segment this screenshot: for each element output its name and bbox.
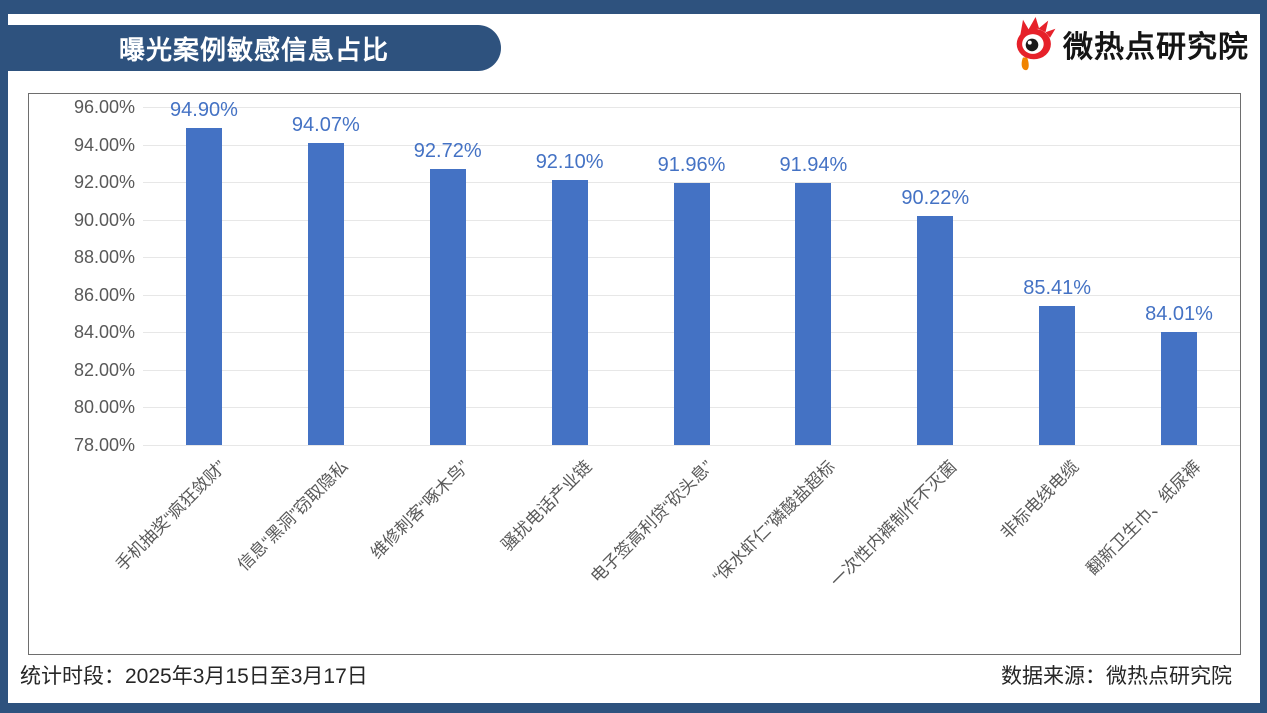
bar-value-label: 94.90% xyxy=(170,98,238,121)
bar-value-label: 91.96% xyxy=(657,153,726,176)
bar xyxy=(917,215,954,445)
y-axis-tick-label: 78.00% xyxy=(73,435,135,455)
y-axis-tick-label: 94.00% xyxy=(73,134,135,155)
y-axis-tick-label: 80.00% xyxy=(73,397,135,418)
bar xyxy=(673,182,710,445)
x-category-label: 手机抽奖“疯狂敛财” xyxy=(111,457,230,575)
x-category-label: 维修刺客“啄木鸟” xyxy=(367,457,474,563)
footer-source: 数据来源：微热点研究院 xyxy=(1001,665,1232,688)
right-border-strip xyxy=(1260,0,1267,713)
gridline xyxy=(143,144,1240,146)
x-category-label: 骚扰电话产业链 xyxy=(497,457,596,555)
gridline xyxy=(143,445,1240,446)
bar xyxy=(185,127,222,445)
x-category-label: 电子签高利贷“砍头息” xyxy=(587,457,717,587)
weibo-eye-icon xyxy=(1016,17,1056,71)
bar xyxy=(307,143,344,445)
x-category-label: 一次性内裤制作不灭菌 xyxy=(827,457,961,591)
x-category-label: 非标电线电缆 xyxy=(997,457,1083,543)
y-axis-tick-label: 82.00% xyxy=(73,359,135,380)
x-category-label: “保水虾仁”磷酸盐超标 xyxy=(709,457,839,587)
y-axis-tick-label: 90.00% xyxy=(73,209,135,230)
bar-value-label: 91.94% xyxy=(779,154,848,177)
footer-period: 统计时段：2025年3月15日至3月17日 xyxy=(20,665,368,688)
brand-logo: 微热点研究院 xyxy=(1005,16,1249,72)
bottom-border-strip xyxy=(0,703,1267,713)
y-axis-tick-label: 88.00% xyxy=(73,247,135,268)
gridline xyxy=(143,182,1240,184)
y-axis-tick-label: 92.00% xyxy=(73,172,135,193)
x-category-label: 信息“黑洞”窃取隐私 xyxy=(233,457,352,575)
bar-value-label: 92.10% xyxy=(535,151,604,174)
bar-value-label: 85.41% xyxy=(1023,276,1092,299)
title-banner: 曝光案例敏感信息占比 xyxy=(7,25,501,71)
brand-logo-text: 微热点研究院 xyxy=(1063,31,1249,64)
bar xyxy=(1161,332,1198,445)
y-axis-tick-label: 96.00% xyxy=(73,97,135,117)
bar-value-label: 90.22% xyxy=(901,186,970,209)
y-axis-tick-label: 86.00% xyxy=(73,284,135,305)
page-title: 曝光案例敏感信息占比 xyxy=(118,34,389,65)
top-border-strip xyxy=(0,0,1267,14)
bar xyxy=(795,183,832,445)
chart-area: 96.00% 94.00% 92.00% 90.00% 88.00% 86.00% 84.0… xyxy=(28,93,1241,655)
gridline xyxy=(143,107,1240,108)
y-axis-tick-label: 84.00% xyxy=(73,322,135,343)
bar-value-label: 84.01% xyxy=(1145,303,1213,326)
bar xyxy=(551,180,588,445)
bar xyxy=(1039,305,1076,445)
bar-value-label: 94.07% xyxy=(291,114,360,137)
left-border-strip xyxy=(0,0,8,713)
bar xyxy=(429,168,466,445)
bar-value-label: 92.72% xyxy=(413,139,482,162)
x-category-label: 翻新卫生巾、纸尿裤 xyxy=(1082,457,1205,579)
